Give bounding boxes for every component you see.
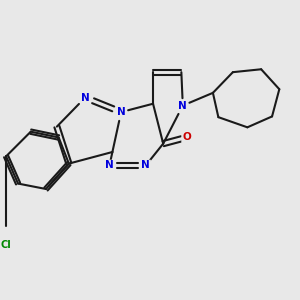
Text: Cl: Cl — [1, 240, 11, 250]
Text: N: N — [81, 93, 90, 103]
Text: N: N — [117, 107, 125, 117]
Text: N: N — [141, 160, 150, 170]
Text: N: N — [178, 100, 187, 111]
Text: O: O — [182, 133, 191, 142]
Text: N: N — [105, 160, 114, 170]
